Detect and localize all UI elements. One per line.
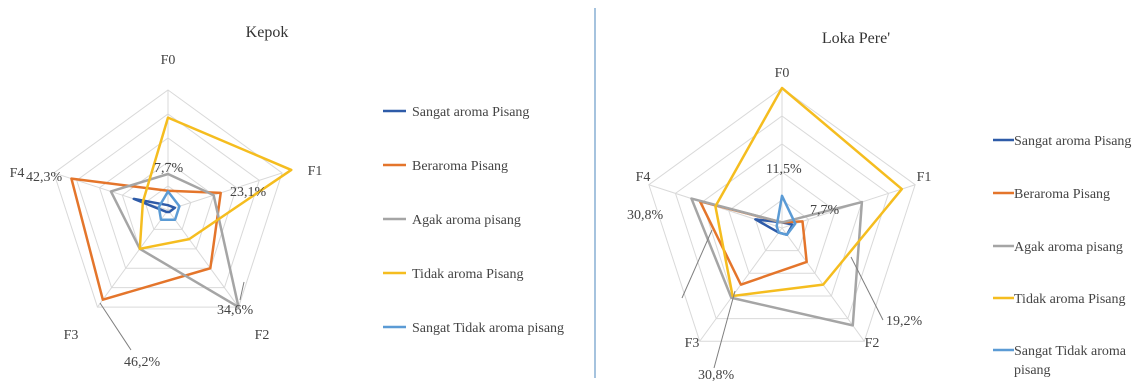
annotation-label: 34,6%: [217, 303, 254, 318]
chart-title: Loka Pere': [822, 30, 890, 47]
annotation-label: 42,3%: [26, 170, 63, 185]
radar-grid: [648, 87, 916, 342]
category-label: F2: [865, 336, 880, 351]
legend-label: Sangat Tidak aroma pisang: [1014, 344, 1127, 378]
category-label: F1: [917, 170, 932, 185]
annotation-label: 23,1%: [230, 185, 267, 200]
category-label: F3: [685, 336, 700, 351]
grid-ring: [76, 113, 260, 289]
grid-ring: [98, 137, 238, 269]
category-label: F4: [10, 166, 25, 181]
grid-ring: [121, 161, 215, 250]
radar-series: [690, 86, 904, 327]
legend-label: Tidak aroma Pisang: [412, 267, 523, 282]
annotation-label: 7,7%: [154, 161, 184, 176]
series-polygon: [138, 116, 293, 251]
grid-spoke: [97, 209, 169, 308]
grid-ring: [701, 143, 863, 297]
legend-label: Sangat aroma Pisang: [1014, 134, 1131, 149]
category-labels: F0 F1 F2 F3 F4: [636, 66, 932, 351]
legend-label: Beraroma Pisang: [412, 159, 508, 174]
annotations: 7,7% 23,1% 34,6% 46,2% 42,3%: [26, 161, 267, 370]
series-polygon: [157, 190, 181, 221]
legend-label: Beraroma Pisang: [1014, 187, 1110, 202]
annotation-label: 7,7%: [810, 203, 840, 218]
series-polygon: [714, 86, 904, 298]
grid-ring: [674, 115, 890, 320]
grid-ring: [648, 87, 916, 342]
category-label: F2: [255, 328, 270, 343]
legend: Sangat aroma Pisang Beraroma Pisang Agak a…: [993, 134, 1131, 378]
category-label: F1: [308, 164, 323, 179]
series-polygon: [132, 197, 177, 214]
annotation-label: 11,5%: [766, 162, 802, 177]
category-label: F3: [64, 328, 79, 343]
leader-line: [850, 256, 884, 321]
grid-spoke: [167, 172, 283, 211]
annotation-label: 30,8%: [627, 208, 664, 223]
legend-label: Sangat aroma Pisang: [412, 105, 529, 120]
category-label: F0: [161, 53, 176, 68]
grid-ring: [728, 171, 836, 274]
category-labels: F0 F1 F2 F3 F4: [10, 53, 323, 343]
chart-kepok: Kepok F0 F1 F2 F3 F4 7,7% 23,1% 34,6% 46,2% …: [10, 24, 564, 370]
series-polygon: [775, 194, 797, 237]
leader-line: [239, 281, 245, 301]
legend-label: Tidak aroma Pisang: [1014, 292, 1125, 307]
category-label: F4: [636, 170, 651, 185]
grid-spoke: [167, 209, 239, 308]
chart-loka-pere: Loka Pere' F0 F1 F2 F3 F4 11,5% 7,7% 19,2% 3…: [627, 30, 1131, 382]
annotation-label: 46,2%: [124, 355, 161, 370]
radar-series: [70, 116, 293, 309]
leader-line: [713, 290, 736, 369]
annotation-label: 19,2%: [886, 314, 923, 329]
series-polygon: [109, 172, 240, 309]
grid-ring: [144, 185, 192, 230]
legend-label: Agak aroma pisang: [1014, 240, 1123, 255]
series-polygon: [690, 197, 864, 327]
legend-label: Sangat Tidak aroma pisang: [412, 321, 564, 336]
series-polygon: [70, 177, 222, 301]
legend: Sangat aroma Pisang Beraroma Pisang Agak a…: [383, 105, 564, 336]
leader-line: [99, 302, 132, 351]
legend-label: Agak aroma pisang: [412, 213, 521, 228]
category-label: F0: [775, 66, 790, 81]
annotation-label: 30,8%: [698, 368, 735, 382]
annotations: 11,5% 7,7% 19,2% 30,8% 30,8%: [627, 162, 923, 382]
chart-title: Kepok: [246, 24, 289, 41]
leader-line: [681, 229, 713, 299]
